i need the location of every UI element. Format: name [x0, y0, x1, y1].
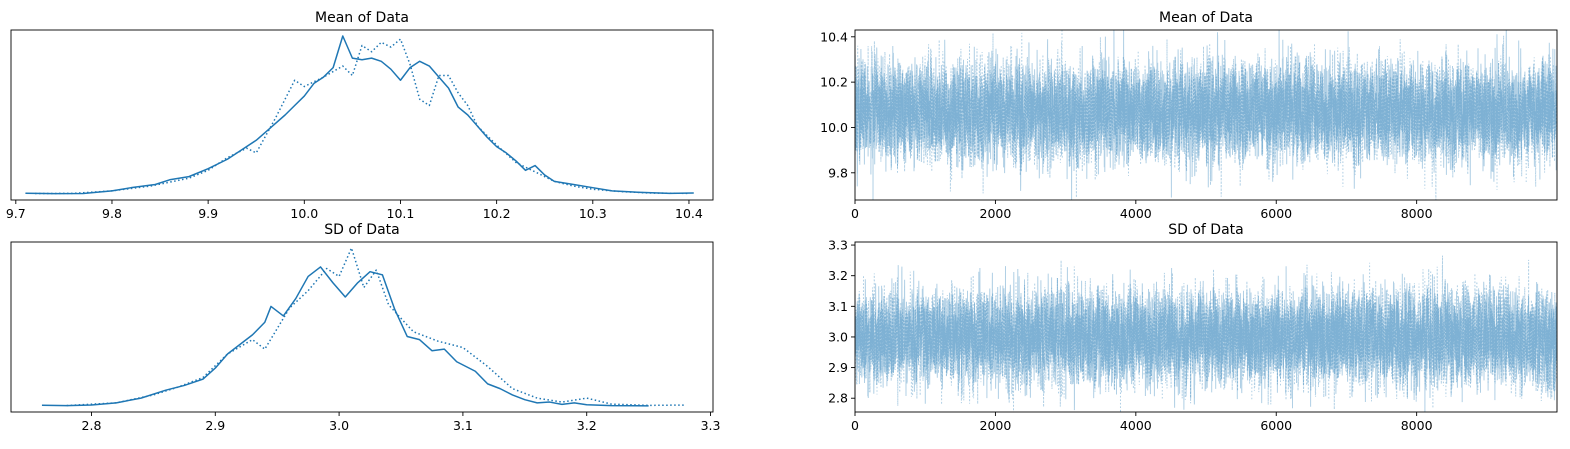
- y-tick-label: 3.2: [828, 268, 848, 283]
- axes-frame: [854, 241, 1558, 413]
- x-tick-label: 8000: [1401, 418, 1433, 433]
- x-tick-label: 6000: [1260, 418, 1292, 433]
- x-tick-label: 2.9: [205, 418, 225, 433]
- y-tick-label: 3.0: [828, 329, 848, 344]
- density-line-dotted: [66, 247, 686, 407]
- y-tick-label: 3.1: [828, 299, 848, 314]
- panel-4: 0 2000 4000 6000 8000 2.8 2.9 3.0 3.1 3.2 3.3 SD of…: [828, 222, 1558, 433]
- panel-1: 9.7 9.8 9.9 10.0 10.1 10.2 10.3 10.4 Mean of Dat…: [6, 10, 714, 221]
- x-tick-label: 10.2: [483, 206, 511, 221]
- chart-title: SD of Data: [324, 222, 400, 238]
- chart-title: SD of Data: [1168, 222, 1244, 238]
- x-tick-label: 9.9: [198, 206, 218, 221]
- x-tick-label: 2000: [980, 418, 1012, 433]
- density-line-solid: [25, 35, 694, 195]
- x-tick-label: 9.8: [102, 206, 122, 221]
- trace-line-dotted: [855, 255, 1557, 412]
- x-tick-label: 10.1: [387, 206, 415, 221]
- x-tick-label: 2000: [980, 206, 1012, 221]
- x-tick-label: 3.3: [701, 418, 721, 433]
- y-tick-label: 3.3: [828, 238, 848, 253]
- x-tick-label: 4000: [1120, 418, 1152, 433]
- plot-area: [25, 35, 694, 195]
- x-tick-label: 6000: [1260, 206, 1292, 221]
- y-tick-label: 9.8: [828, 165, 848, 180]
- axes-frame: [10, 29, 714, 201]
- x-tick-label: 10.4: [675, 206, 703, 221]
- x-tick-label: 3.2: [577, 418, 597, 433]
- density-line-solid: [41, 266, 649, 407]
- trace-line-solid: [855, 265, 1557, 412]
- x-tick-label: 0: [851, 206, 859, 221]
- chart-title: Mean of Data: [1159, 10, 1253, 26]
- x-tick-label: 0: [851, 418, 859, 433]
- y-tick-label: 2.8: [828, 391, 848, 406]
- axes-frame: [854, 29, 1558, 201]
- y-tick-label: 10.0: [820, 120, 848, 135]
- panel-3: 2.8 2.9 3.0 3.1 3.2 3.3 SD of Data: [10, 222, 721, 433]
- x-tick-label: 3.0: [329, 418, 349, 433]
- x-tick-label: 4000: [1120, 206, 1152, 221]
- trace-line-solid: [855, 30, 1557, 200]
- plot-area: [855, 255, 1557, 412]
- x-tick-label: 2.8: [82, 418, 102, 433]
- x-tick-label: 10.0: [290, 206, 318, 221]
- x-tick-label: 8000: [1401, 206, 1433, 221]
- y-tick-label: 2.9: [828, 360, 848, 375]
- x-tick-label: 9.7: [6, 206, 26, 221]
- y-tick-label: 10.4: [820, 29, 848, 44]
- x-tick-label: 10.3: [579, 206, 607, 221]
- x-tick-label: 3.1: [453, 418, 473, 433]
- plot-area: [855, 30, 1557, 200]
- chart-title: Mean of Data: [315, 10, 409, 26]
- plot-area: [41, 247, 686, 407]
- axes-frame: [10, 241, 714, 413]
- trace-line-dotted: [855, 30, 1557, 200]
- y-tick-label: 10.2: [820, 75, 848, 90]
- density-line-dotted: [35, 38, 689, 195]
- panel-2: 0 2000 4000 6000 8000 9.8 10.0 10.2 10.4 Mean of …: [820, 10, 1558, 221]
